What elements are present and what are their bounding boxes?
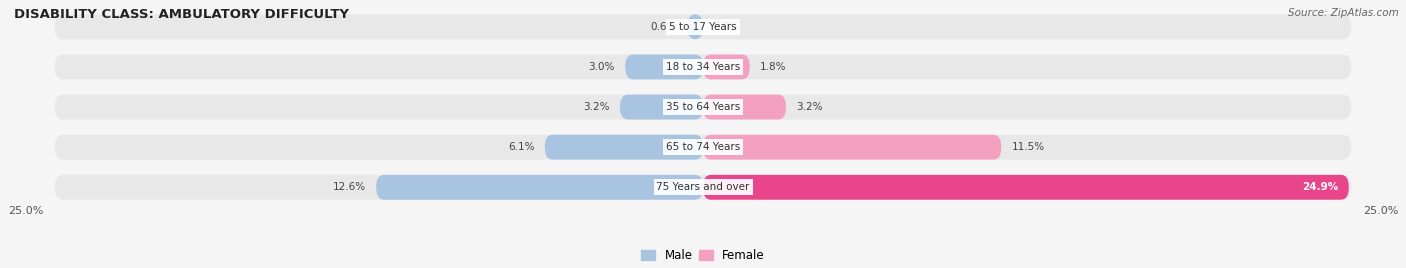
Text: 3.2%: 3.2% bbox=[583, 102, 610, 112]
Text: 5 to 17 Years: 5 to 17 Years bbox=[669, 22, 737, 32]
FancyBboxPatch shape bbox=[55, 14, 1351, 39]
FancyBboxPatch shape bbox=[703, 135, 1001, 160]
Text: 3.0%: 3.0% bbox=[589, 62, 614, 72]
Text: 3.2%: 3.2% bbox=[796, 102, 823, 112]
Text: 25.0%: 25.0% bbox=[1362, 206, 1398, 215]
Text: DISABILITY CLASS: AMBULATORY DIFFICULTY: DISABILITY CLASS: AMBULATORY DIFFICULTY bbox=[14, 8, 349, 21]
FancyBboxPatch shape bbox=[626, 54, 703, 79]
FancyBboxPatch shape bbox=[55, 54, 1351, 79]
FancyBboxPatch shape bbox=[703, 95, 786, 120]
Text: 65 to 74 Years: 65 to 74 Years bbox=[666, 142, 740, 152]
FancyBboxPatch shape bbox=[703, 54, 749, 79]
Text: 75 Years and over: 75 Years and over bbox=[657, 182, 749, 192]
Text: 35 to 64 Years: 35 to 64 Years bbox=[666, 102, 740, 112]
Text: 6.1%: 6.1% bbox=[508, 142, 534, 152]
FancyBboxPatch shape bbox=[544, 135, 703, 160]
FancyBboxPatch shape bbox=[55, 135, 1351, 160]
FancyBboxPatch shape bbox=[55, 175, 1351, 200]
Text: 18 to 34 Years: 18 to 34 Years bbox=[666, 62, 740, 72]
FancyBboxPatch shape bbox=[620, 95, 703, 120]
FancyBboxPatch shape bbox=[688, 14, 703, 39]
Text: 1.8%: 1.8% bbox=[761, 62, 786, 72]
Text: 0.6%: 0.6% bbox=[651, 22, 678, 32]
Text: 12.6%: 12.6% bbox=[333, 182, 366, 192]
Text: 11.5%: 11.5% bbox=[1011, 142, 1045, 152]
Text: Source: ZipAtlas.com: Source: ZipAtlas.com bbox=[1288, 8, 1399, 18]
Text: 24.9%: 24.9% bbox=[1302, 182, 1339, 192]
Text: 25.0%: 25.0% bbox=[8, 206, 44, 215]
Legend: Male, Female: Male, Female bbox=[637, 244, 769, 266]
FancyBboxPatch shape bbox=[703, 175, 1348, 200]
Text: 0.0%: 0.0% bbox=[713, 22, 740, 32]
FancyBboxPatch shape bbox=[377, 175, 703, 200]
FancyBboxPatch shape bbox=[55, 95, 1351, 120]
